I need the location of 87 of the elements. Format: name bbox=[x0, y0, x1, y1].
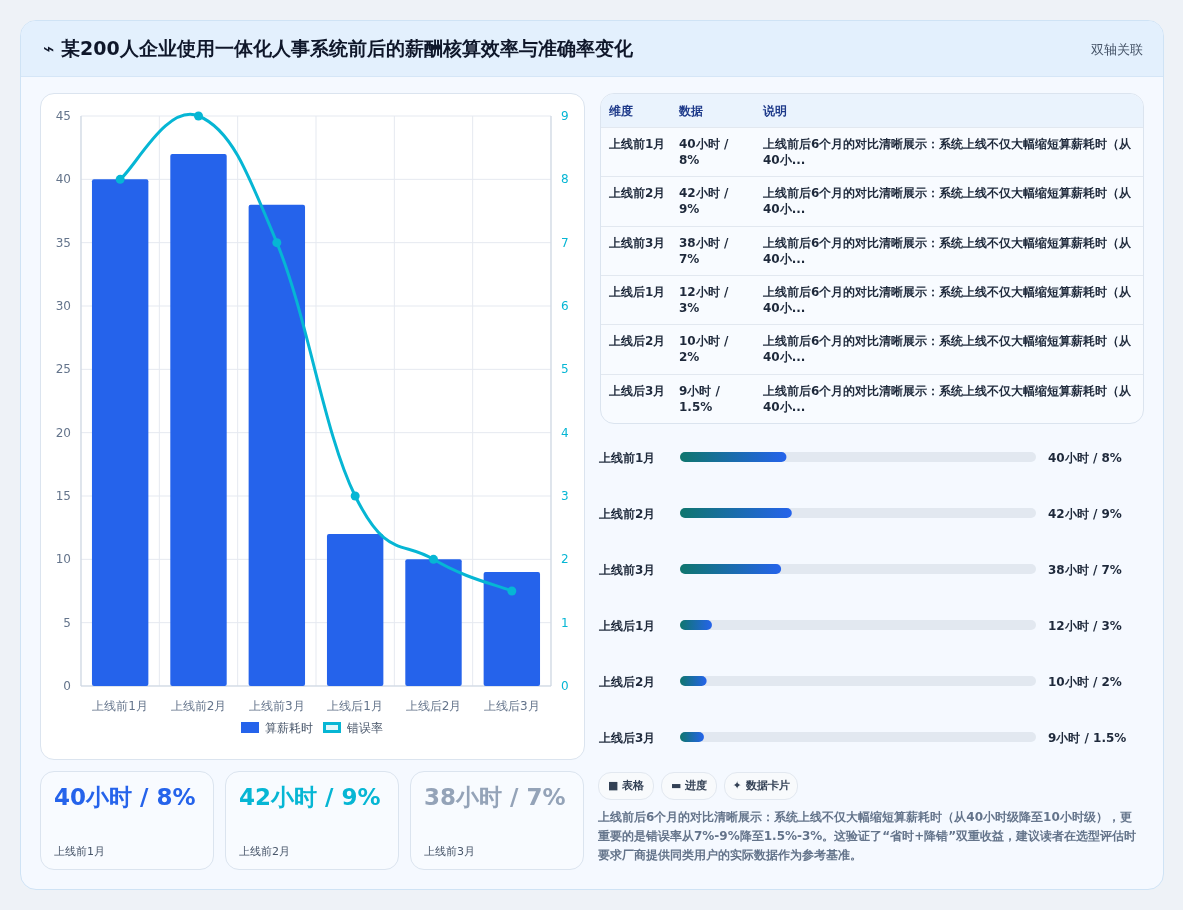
bar bbox=[680, 732, 704, 742]
text: 上线前后6个月的对比清晰展示：系统上线不仅大幅缩短算薪耗时（从40小... bbox=[763, 333, 1133, 366]
text: 42小时 / 9% bbox=[239, 784, 382, 810]
legend-label: 算薪耗时 bbox=[265, 721, 313, 735]
text: 40小时 / 8% bbox=[679, 136, 730, 168]
y2-tick-label: 8 bbox=[561, 172, 569, 187]
text: 上线前后6个月的对比清晰展示：系统上线不仅大幅缩短算薪耗时（从40小... bbox=[763, 382, 1133, 415]
text: ▬ 进度 bbox=[661, 772, 717, 800]
y-tick-label: 45 bbox=[55, 109, 71, 123]
y-tick-label: 上线后3月 bbox=[598, 731, 656, 745]
data-label: 10小时 / 2% bbox=[1048, 675, 1122, 689]
bar bbox=[680, 620, 712, 630]
y-tick-label: 上线后1月 bbox=[598, 619, 656, 633]
text: 双轴关联 bbox=[1091, 41, 1143, 59]
point bbox=[507, 586, 517, 596]
text: 上线后3月 bbox=[609, 382, 667, 399]
text: 40小时 / 8% bbox=[54, 784, 197, 810]
bar bbox=[680, 676, 707, 686]
y-tick-label: 25 bbox=[55, 362, 71, 377]
x-tick-label: 上线后1月 bbox=[327, 699, 383, 713]
data-label: 42小时 / 9% bbox=[1048, 507, 1122, 521]
y-tick-label: 20 bbox=[55, 425, 71, 440]
point bbox=[429, 554, 438, 564]
x-tick-label: 上线前2月 bbox=[170, 699, 227, 713]
data-label: 38小时 / 7% bbox=[1048, 563, 1122, 577]
y2-tick-label: 0 bbox=[561, 679, 569, 693]
y2-tick-label: 1 bbox=[561, 615, 569, 630]
text: 上线后1月 bbox=[609, 283, 667, 300]
y2-tick-label: 4 bbox=[561, 425, 569, 440]
y2-tick-label: 2 bbox=[561, 552, 569, 567]
legend-label: 错误率 bbox=[346, 721, 383, 735]
bar bbox=[483, 572, 541, 686]
text: 上线前2月 bbox=[239, 844, 290, 859]
point bbox=[194, 111, 203, 121]
bar bbox=[170, 154, 227, 686]
y-tick-label: 40 bbox=[55, 172, 71, 187]
text: 数据 bbox=[679, 103, 704, 119]
text: 42小时 / 9% bbox=[679, 185, 730, 218]
text: 12小时 / 3% bbox=[679, 283, 730, 316]
text: 9小时 / 1.5% bbox=[679, 382, 721, 415]
y2-tick-label: 7 bbox=[561, 235, 569, 250]
y-tick-label: 30 bbox=[55, 299, 71, 313]
data-label: 12小时 / 3% bbox=[1048, 619, 1122, 633]
y-tick-label: 10 bbox=[55, 552, 71, 567]
x-tick-label: 上线前3月 bbox=[249, 699, 305, 713]
text: 上线前3月 bbox=[609, 234, 667, 251]
text: 上线前后6个月的对比清晰展示：系统上线不仅大幅缩短算薪耗时（从40小... bbox=[763, 283, 1133, 316]
y-tick-label: 上线后2月 bbox=[598, 675, 656, 689]
bar bbox=[91, 179, 149, 686]
bar bbox=[405, 559, 462, 686]
text: 说明 bbox=[763, 103, 788, 119]
y-tick-label: 0 bbox=[63, 679, 71, 693]
point bbox=[272, 238, 282, 248]
text: 上线前后6个月的对比清晰展示：系统上线不仅大幅缩短算薪耗时（从40小时级降至10小时级），更重要的是错误率从7%-9%降至1.5%-3%。这验证了“省时+降错”双重收益，建议读者在选型评估时要求厂商提供同类用户的实际数据作为参考基准。 bbox=[598, 809, 1138, 864]
y-tick-label: 15 bbox=[55, 489, 71, 503]
y-tick-label: 上线前2月 bbox=[598, 507, 656, 521]
text: 10小时 / 2% bbox=[679, 333, 730, 366]
y-tick-label: 35 bbox=[55, 235, 71, 250]
text: 38小时 / 7% bbox=[679, 234, 730, 267]
text: 上线前2月 bbox=[609, 185, 667, 202]
text: ■ 表格 bbox=[598, 772, 654, 800]
x-tick-label: 上线前1月 bbox=[92, 699, 148, 713]
point bbox=[350, 491, 360, 501]
y-tick-label: 上线前3月 bbox=[598, 563, 656, 577]
text: 上线前后6个月的对比清晰展示：系统上线不仅大幅缩短算薪耗时（从40小... bbox=[763, 234, 1133, 267]
point bbox=[115, 174, 125, 184]
y2-tick-label: 3 bbox=[561, 489, 569, 503]
text: 上线后2月 bbox=[609, 333, 667, 350]
bar bbox=[248, 204, 306, 686]
y-tick-label: 上线前1月 bbox=[598, 451, 656, 465]
y2-tick-label: 6 bbox=[561, 299, 569, 313]
bar bbox=[326, 534, 384, 686]
text: ⌁ 某200人企业使用一体化人事系统前后的薪酬核算效率与准确率变化 bbox=[43, 36, 633, 61]
data-label: 9小时 / 1.5% bbox=[1048, 731, 1127, 745]
x-tick-label: 上线后2月 bbox=[405, 699, 462, 713]
data-label: 40小时 / 8% bbox=[1048, 451, 1122, 465]
x-tick-label: 上线后3月 bbox=[484, 699, 540, 713]
text: 上线前后6个月的对比清晰展示：系统上线不仅大幅缩短算薪耗时（从40小... bbox=[763, 185, 1133, 218]
y2-tick-label: 9 bbox=[561, 109, 569, 123]
text: 上线前后6个月的对比清晰展示：系统上线不仅大幅缩短算薪耗时（从40小... bbox=[763, 136, 1133, 168]
text: ✦ 数据卡片 bbox=[724, 772, 798, 800]
y2-tick-label: 5 bbox=[561, 362, 569, 377]
text: 38小时 / 7% bbox=[424, 784, 567, 810]
text: 上线前3月 bbox=[424, 844, 475, 859]
text: 上线前1月 bbox=[609, 136, 667, 152]
y-tick-label: 5 bbox=[63, 615, 71, 630]
text: 维度 bbox=[609, 103, 634, 119]
